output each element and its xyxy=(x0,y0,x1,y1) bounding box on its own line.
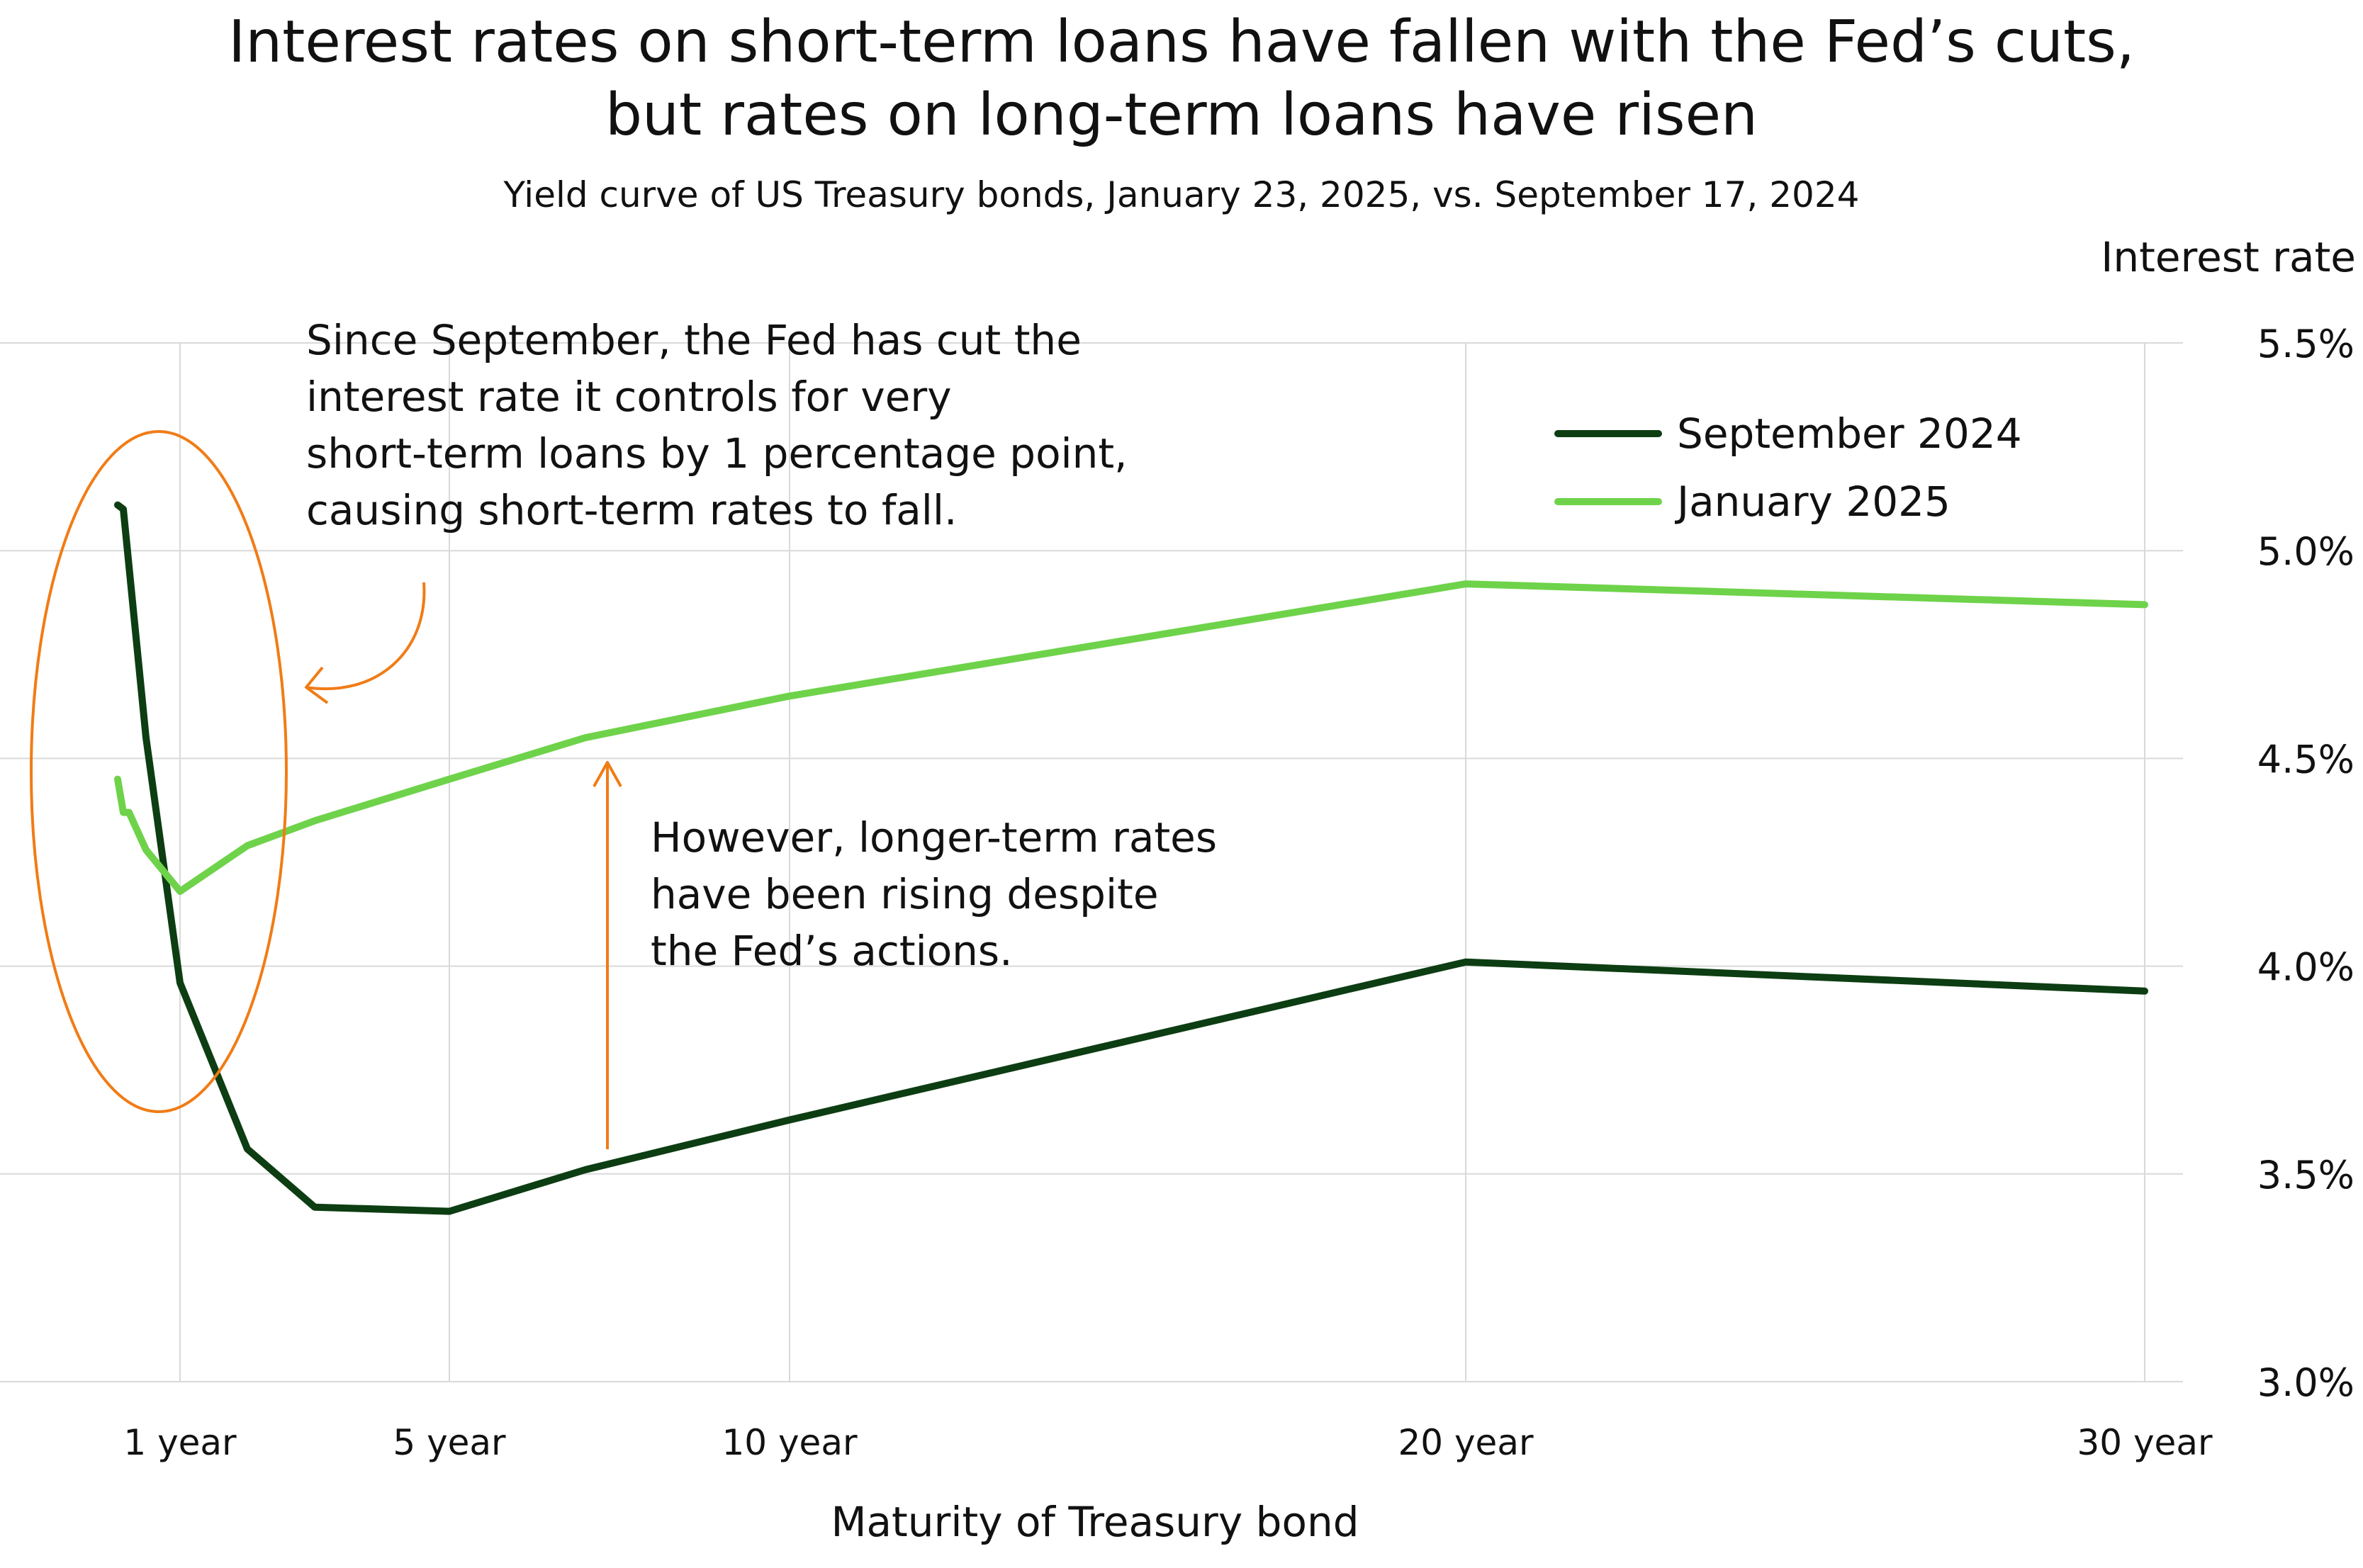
x-tick-label: 1 year xyxy=(123,1422,237,1463)
chart-title-line2: but rates on long-term loans have risen xyxy=(605,81,1758,149)
y-tick-label: 5.5% xyxy=(2257,322,2354,366)
curved-arrow-head xyxy=(305,666,329,704)
annotation-fed-cut: Since September, the Fed has cut the int… xyxy=(306,316,1128,534)
x-tick-label: 10 year xyxy=(722,1422,858,1463)
y-tick-label: 3.0% xyxy=(2257,1360,2354,1405)
y-tick-labels: 3.0% 3.5% 4.0% 4.5% 5.0% 5.5% xyxy=(2257,322,2354,1405)
chart-subtitle: Yield curve of US Treasury bonds, Januar… xyxy=(503,174,1860,215)
grid-lines xyxy=(0,342,2183,1382)
x-tick-label: 30 year xyxy=(2077,1422,2213,1463)
x-tick-label: 5 year xyxy=(393,1422,506,1463)
series-lines xyxy=(114,501,2148,1215)
x-axis-label: Maturity of Treasury bond xyxy=(831,1498,1359,1546)
y-axis-label: Interest rate xyxy=(2101,233,2356,281)
legend-label: September 2024 xyxy=(1677,410,2022,458)
vertical-arrow-head xyxy=(593,761,622,787)
y-tick-label: 4.0% xyxy=(2257,945,2354,990)
x-tick-label: 20 year xyxy=(1398,1422,1534,1463)
y-tick-label: 5.0% xyxy=(2257,529,2354,574)
series-line-0 xyxy=(114,501,2148,1215)
legend-label: January 2025 xyxy=(1675,478,1951,526)
annotation-long-term-rising: However, longer-term rates have been ris… xyxy=(651,813,1218,975)
annotation-marks xyxy=(30,430,622,1149)
curved-arrow xyxy=(305,582,426,691)
x-tick-labels: 1 year 5 year 10 year 20 year 30 year xyxy=(123,1422,2213,1463)
highlight-ellipse xyxy=(30,430,288,1113)
chart-title: Interest rates on short-term loans have … xyxy=(228,9,2135,76)
series-line-1 xyxy=(114,580,2148,895)
legend: September 2024 January 2025 xyxy=(1554,410,2022,526)
y-tick-label: 3.5% xyxy=(2257,1153,2354,1197)
y-tick-label: 4.5% xyxy=(2257,737,2354,782)
